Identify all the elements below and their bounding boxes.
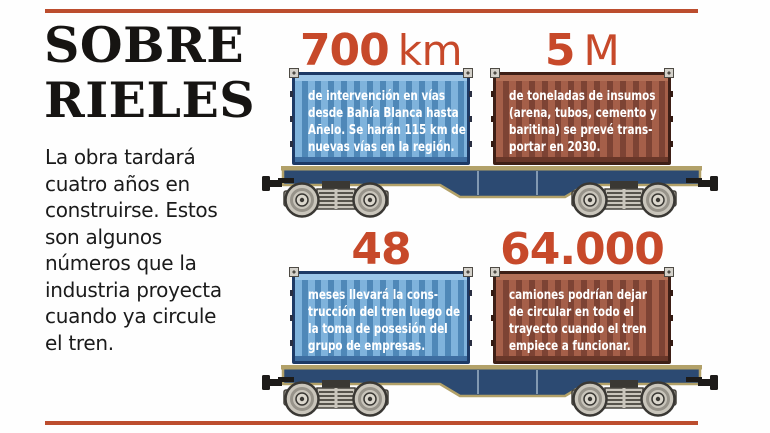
cargo-container-brown: camiones podrían dejar de circular en to… bbox=[490, 267, 674, 364]
top-rule bbox=[45, 9, 698, 13]
corner-casting-icon bbox=[490, 68, 500, 78]
stat-card-64000: 64.000 camiones podrían dejar de circula… bbox=[490, 224, 674, 364]
corner-casting-icon bbox=[664, 267, 674, 277]
corner-casting-icon bbox=[463, 68, 473, 78]
container-text: de toneladas de insumos (arena, tubos, c… bbox=[509, 89, 657, 155]
flatcar-graphic bbox=[258, 165, 722, 223]
lashing-marks bbox=[469, 91, 472, 153]
stat-figure: 48 bbox=[262, 224, 500, 275]
stat-unit: km bbox=[397, 26, 463, 75]
corner-casting-icon bbox=[289, 68, 299, 78]
stat-figure: 700 km bbox=[262, 25, 500, 76]
lashing-marks bbox=[491, 290, 494, 352]
corner-casting-icon bbox=[463, 267, 473, 277]
stat-figure: 5 M bbox=[463, 25, 701, 76]
lashing-marks bbox=[670, 290, 673, 352]
lashing-marks bbox=[670, 91, 673, 153]
corner-casting-icon bbox=[490, 267, 500, 277]
stat-figure: 64.000 bbox=[463, 224, 701, 275]
lashing-marks bbox=[491, 91, 494, 153]
lashing-marks bbox=[290, 290, 293, 352]
page-title: SOBRE RIELES bbox=[44, 16, 256, 129]
corner-casting-icon bbox=[664, 68, 674, 78]
stat-card-48: 48 meses llevará la cons- trucción del t… bbox=[289, 224, 473, 364]
lashing-marks bbox=[290, 91, 293, 153]
container-text: meses llevará la cons- trucción del tren… bbox=[308, 288, 461, 354]
corner-casting-icon bbox=[289, 267, 299, 277]
container-text: de intervención en vías desde Bahía Blan… bbox=[308, 89, 466, 155]
stat-number: 700 bbox=[299, 25, 390, 76]
stat-number: 48 bbox=[351, 224, 411, 275]
stat-number: 64.000 bbox=[500, 224, 665, 275]
lashing-marks bbox=[469, 290, 472, 352]
cargo-container-blue: de intervención en vías desde Bahía Blan… bbox=[289, 68, 473, 165]
stat-unit: M bbox=[583, 26, 620, 75]
bottom-rule bbox=[45, 421, 698, 425]
stat-number: 5 bbox=[544, 25, 576, 76]
cargo-container-brown: de toneladas de insumos (arena, tubos, c… bbox=[490, 68, 674, 165]
flatcar-graphic bbox=[258, 364, 722, 422]
stat-card-5m: 5 M de toneladas de insumos (arena, tubo… bbox=[490, 25, 674, 165]
intro-text: La obra tardará cuatro años en construir… bbox=[45, 145, 222, 355]
cargo-container-blue: meses llevará la cons- trucción del tren… bbox=[289, 267, 473, 364]
stat-card-700km: 700 km de intervención en vías desde Bah… bbox=[289, 25, 473, 165]
container-text: camiones podrían dejar de circular en to… bbox=[509, 288, 647, 354]
